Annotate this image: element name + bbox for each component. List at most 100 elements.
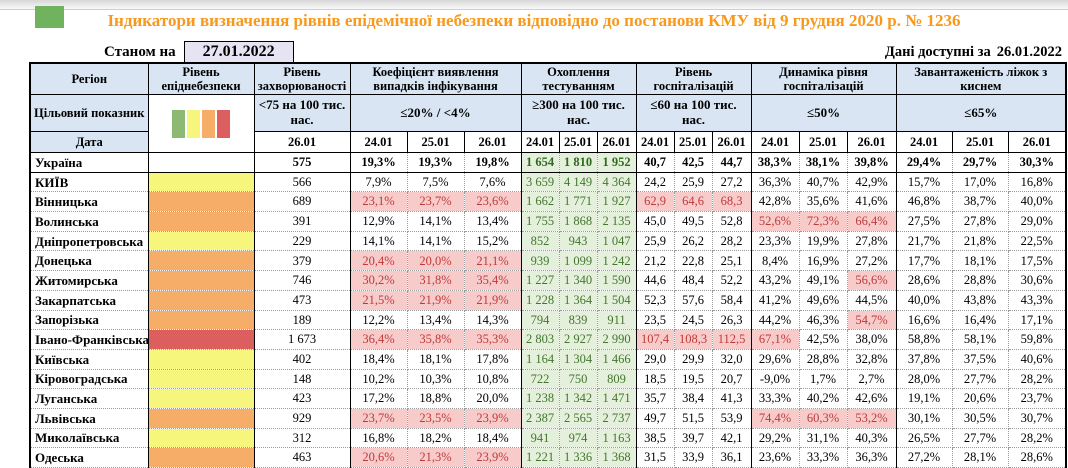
target-testing: ≥300 на 100 тис. нас.: [520, 94, 637, 132]
value-cell: 22,8: [674, 250, 713, 272]
value-cell: 21,3%: [407, 447, 465, 468]
value-cell: 13,4%: [464, 211, 522, 232]
date-cell: 26.01: [846, 131, 897, 153]
date-cell: 25.01: [558, 131, 598, 153]
value-cell: 794: [521, 310, 560, 331]
value-cell: 14,3%: [464, 310, 522, 331]
date-cell: 24.01: [635, 131, 675, 153]
title-green-marker: [35, 6, 64, 28]
date-cell: 24.01: [750, 131, 800, 153]
value-cell: 21,5%: [350, 290, 408, 311]
epidemic-level-cell: [148, 191, 255, 213]
value-cell: 8,4%: [751, 250, 800, 272]
value-cell: 43,8%: [952, 290, 1009, 311]
value-cell: 28,2%: [1008, 369, 1067, 390]
value-cell: 43,2%: [751, 270, 800, 291]
value-cell: 25,9: [674, 172, 713, 193]
value-cell: 54,7%: [847, 310, 897, 331]
value-cell: 14,1%: [407, 211, 465, 232]
value-cell: 16,8%: [350, 428, 408, 449]
value-cell: 29,6%: [751, 349, 800, 370]
value-cell: 2 565: [559, 408, 598, 429]
value-cell: 16,6%: [896, 310, 953, 331]
data-available-date: 26.01.2022: [996, 44, 1062, 60]
value-cell: 29,2%: [751, 428, 800, 449]
value-cell: 42,5: [674, 152, 713, 173]
value-cell: 23,7%: [1008, 388, 1067, 409]
epidemic-level-cell: [148, 408, 255, 429]
value-cell: 312: [254, 428, 351, 449]
value-cell: 28,1%: [952, 447, 1009, 468]
value-cell: 929: [254, 408, 351, 429]
data-available-block: Дані доступні за 26.01.2022: [879, 44, 1062, 61]
target-detection: ≤20% / <4%: [349, 94, 522, 132]
value-cell: 48,4: [674, 270, 713, 291]
value-cell: 21,8%: [952, 231, 1009, 252]
col-group-testing-coverage: Охоплення тестуванням: [520, 62, 637, 95]
value-cell: 15,7%: [896, 172, 953, 193]
value-cell: 52,8: [712, 211, 752, 232]
value-cell: 58,1%: [952, 329, 1009, 350]
value-cell: 17,7%: [896, 250, 953, 272]
value-cell: 67,1%: [751, 329, 800, 350]
table-row: Київська 402 18,4% 18,1% 17,8% 1 164 1 304 1 46…: [30, 349, 1067, 370]
value-cell: 30,1%: [896, 408, 953, 429]
region-name: Вінницька: [30, 191, 149, 213]
value-cell: 26,5%: [896, 428, 953, 449]
target-row-label: Цільовий показник: [29, 94, 149, 132]
value-cell: 18,8%: [407, 388, 465, 409]
value-cell: 38,0%: [847, 329, 897, 350]
value-cell: 16,4%: [952, 310, 1009, 331]
date-cell: 26.01: [711, 131, 752, 153]
value-cell: 74,4%: [751, 408, 800, 429]
value-cell: 49,5: [674, 211, 713, 232]
value-cell: 974: [559, 428, 598, 449]
value-cell: 1 810: [559, 152, 598, 173]
region-name: Івано-Франківська: [30, 329, 149, 350]
value-cell: 3 659: [521, 172, 560, 193]
value-cell: 18,4%: [464, 428, 522, 449]
value-cell: 28,8%: [799, 349, 848, 370]
value-cell: 15,2%: [464, 231, 522, 252]
value-cell: 32,0: [712, 349, 752, 370]
value-cell: 28,0%: [896, 369, 953, 390]
value-cell: 31,5: [636, 447, 675, 468]
col-group-hospitalization-level: Рівень госпіталізацій: [635, 62, 752, 95]
value-cell: 52,6%: [751, 211, 800, 232]
value-cell: 30,6%: [1008, 270, 1067, 291]
region-name: Житомирська: [30, 270, 149, 291]
as-of-date-box[interactable]: 27.01.2022: [183, 41, 294, 63]
value-cell: 23,7%: [407, 191, 465, 213]
value-cell: 23,5: [636, 310, 675, 331]
value-cell: 402: [254, 349, 351, 370]
value-cell: 59,8%: [1008, 329, 1067, 350]
epidemic-level-cell: [148, 388, 255, 409]
value-cell: 26,3: [712, 310, 752, 331]
value-cell: 19,5: [674, 369, 713, 390]
value-cell: 39,7: [674, 428, 713, 449]
epidemic-level-cell: [148, 290, 255, 311]
value-cell: 1 228: [521, 290, 560, 311]
value-cell: 27,7%: [952, 428, 1009, 449]
region-name: Дніпропетровська: [30, 231, 149, 252]
table-body: Україна 575 19,3% 19,3% 19,8% 1 654 1 810 1 952…: [30, 152, 1067, 468]
value-cell: 1 368: [597, 447, 637, 468]
value-cell: 189: [254, 310, 351, 331]
value-cell: 35,7: [636, 388, 675, 409]
target-dynamics: ≤50%: [750, 94, 897, 132]
date-cell: 24.01: [895, 131, 953, 153]
value-cell: 14,1%: [407, 231, 465, 252]
table-row: Донецька 379 20,4% 20,0% 21,1% 939 1 099 1 242 2…: [30, 250, 1067, 272]
value-cell: 463: [254, 447, 351, 468]
value-cell: 52,3: [636, 290, 675, 311]
value-cell: 57,6: [674, 290, 713, 311]
value-cell: 40,7%: [799, 172, 848, 193]
region-name: Кіровоградська: [30, 369, 149, 390]
epidemic-level-cell: [148, 310, 255, 331]
value-cell: 839: [559, 310, 598, 331]
value-cell: 40,0%: [1008, 191, 1067, 213]
table-row: Миколаївська 312 16,8% 18,2% 18,4% 941 974 1 16…: [30, 428, 1067, 449]
epidemic-level-cell: [148, 152, 255, 173]
value-cell: 1 952: [597, 152, 637, 173]
value-cell: 40,0%: [896, 290, 953, 311]
